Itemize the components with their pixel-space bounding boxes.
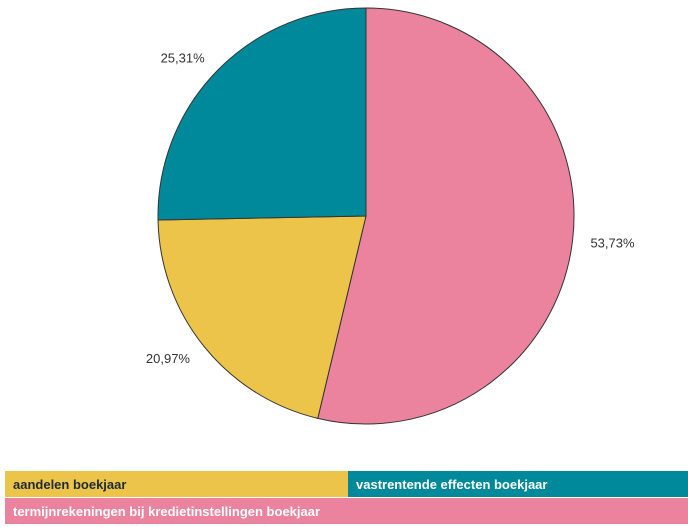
slice-labels: 53,73% 20,97% 25,31% — [146, 51, 635, 366]
pie-slice-2 — [157, 7, 367, 221]
legend-row-1: aandelen boekjaar vastrentende effecten … — [5, 471, 688, 497]
slice-label-2: 25,31% — [161, 51, 206, 66]
legend-item-termijnrekeningen: termijnrekeningen bij kredietinstellinge… — [5, 498, 688, 524]
legend-row-2: termijnrekeningen bij kredietinstellinge… — [5, 498, 688, 524]
pie-chart: 53,73% 20,97% 25,31% — [146, 7, 635, 425]
legend: aandelen boekjaar vastrentende effecten … — [5, 471, 688, 525]
pie-slice-1 — [157, 215, 367, 419]
pie-slices — [157, 7, 575, 425]
pie-slice-0 — [317, 7, 575, 425]
legend-item-vastrentende-effecten: vastrentende effecten boekjaar — [348, 471, 688, 497]
legend-item-aandelen: aandelen boekjaar — [5, 471, 348, 497]
slice-label-1: 20,97% — [146, 351, 191, 366]
slice-label-0: 53,73% — [590, 235, 635, 250]
